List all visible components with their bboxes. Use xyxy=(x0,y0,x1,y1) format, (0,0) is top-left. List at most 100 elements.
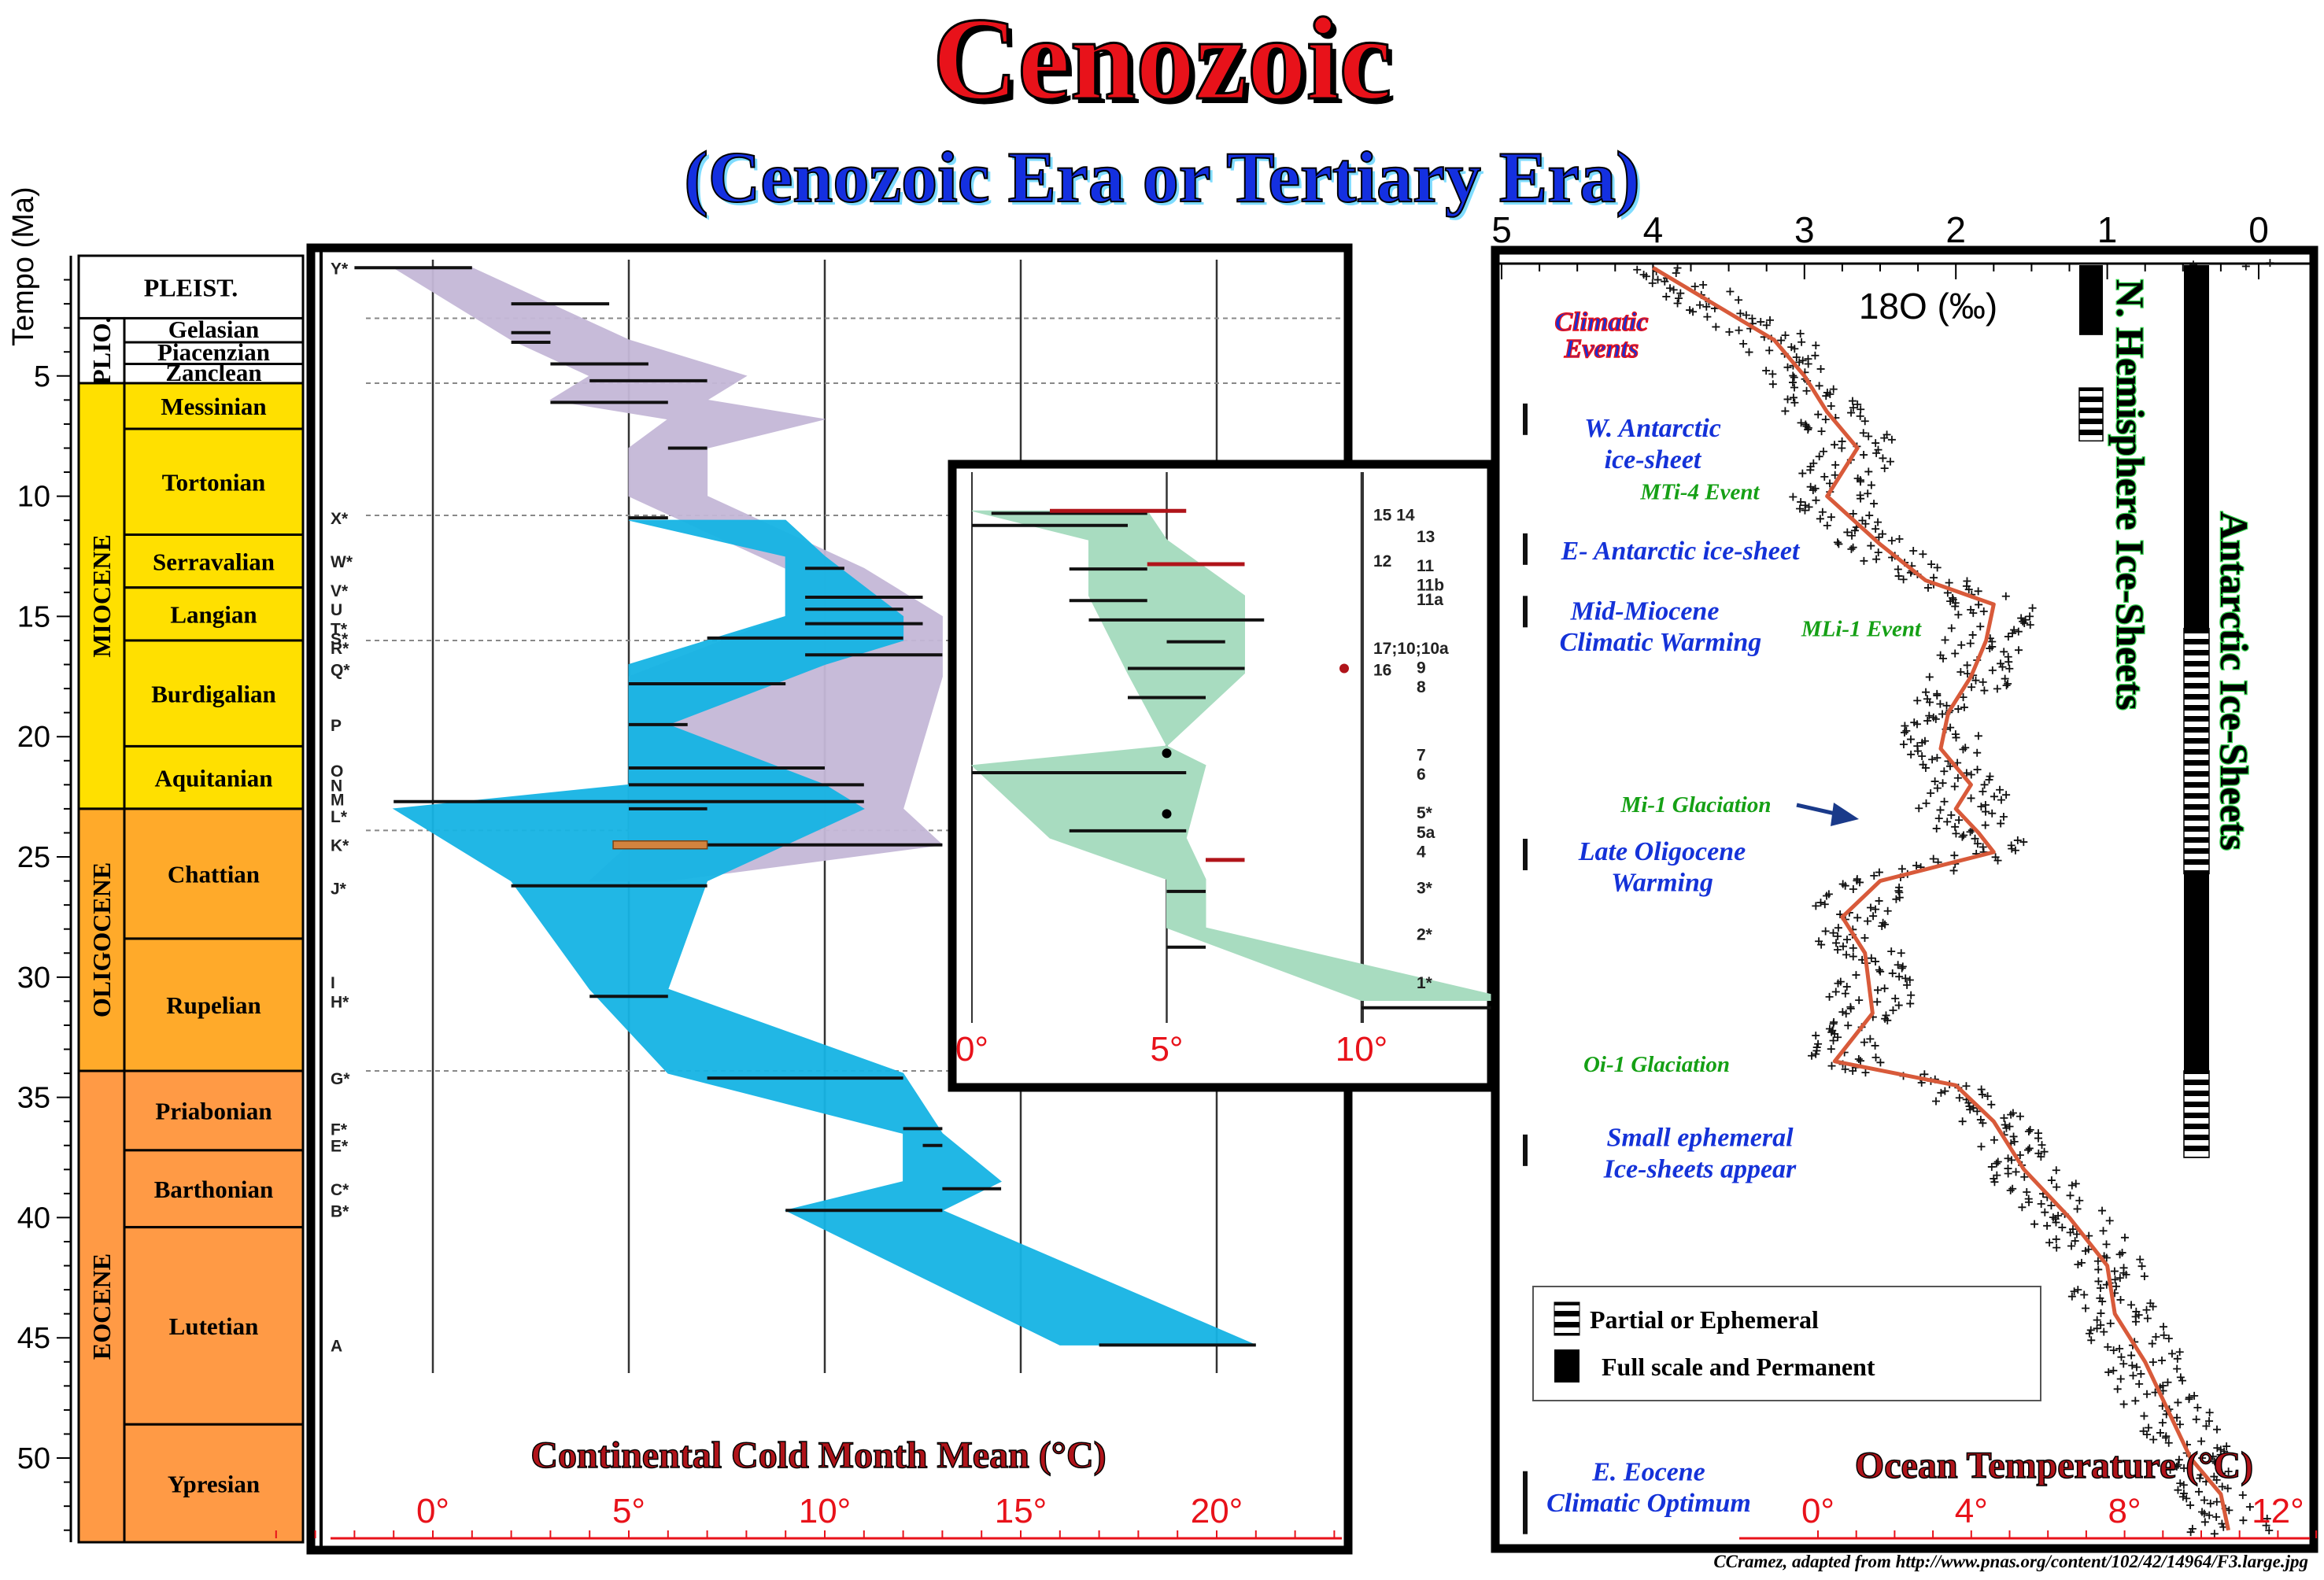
scatter-point xyxy=(1981,801,1990,810)
scatter-point xyxy=(2052,1235,2060,1243)
scatter-point xyxy=(1702,302,1711,311)
inset-site-label: 6 xyxy=(1417,766,1426,784)
scatter-point xyxy=(1964,1098,1973,1107)
epoch-cell-eocene xyxy=(77,1069,126,1544)
scatter-point xyxy=(1826,390,1834,399)
scatter-point xyxy=(1895,535,1904,544)
scatter-point xyxy=(2137,1370,2145,1379)
scatter-point xyxy=(2142,1305,2151,1314)
scatter-point xyxy=(1906,999,1915,1008)
site-label-N: N xyxy=(331,777,342,795)
scatter-point xyxy=(2131,1397,2140,1405)
event-label-late-oligocene: Late Oligocene xyxy=(1578,837,1746,866)
scatter-point xyxy=(2143,1314,2152,1323)
scatter-point xyxy=(1973,1107,1982,1116)
scatter-point xyxy=(1979,1119,1987,1128)
scatter-point xyxy=(1827,513,1835,522)
scatter-point xyxy=(1895,973,1904,981)
inset-data-point xyxy=(1162,809,1172,819)
scatter-point xyxy=(1873,998,1882,1006)
scatter-point xyxy=(1977,1143,1986,1151)
scatter-point xyxy=(2093,1257,2102,1265)
scatter-point xyxy=(2176,1420,2185,1429)
sub-title: (Cenozoic Era or Tertiary Era) xyxy=(683,137,1640,217)
stage-label-langian: Langian xyxy=(170,601,257,629)
scatter-point xyxy=(1789,371,1797,380)
time-axis-tick-label-15: 15 xyxy=(17,600,50,633)
scatter-point xyxy=(2156,1428,2164,1437)
scatter-point xyxy=(2119,1360,2128,1368)
scatter-point xyxy=(2116,1295,2125,1304)
scatter-point xyxy=(1951,822,1960,831)
scatter-point xyxy=(1860,556,1868,565)
scatter-point xyxy=(1929,855,1938,863)
scatter-point xyxy=(2173,1364,2182,1373)
legend: Partial or Ephemeral Full scale and Perm… xyxy=(1532,1286,2041,1401)
scatter-point xyxy=(1931,714,1940,723)
epoch-cell-oligocene xyxy=(77,807,126,1072)
inset-site-label: 11b xyxy=(1417,577,1444,595)
scatter-point xyxy=(2206,1499,2215,1508)
scatter-point xyxy=(1653,275,1662,284)
scatter-point xyxy=(2004,679,2012,688)
scatter-point xyxy=(2179,1481,2188,1490)
scatter-point xyxy=(2174,1460,2182,1469)
scatter-point xyxy=(1966,639,1975,648)
scatter-point xyxy=(2013,836,2022,844)
scatter-point xyxy=(1745,348,1753,356)
scatter-point xyxy=(1798,469,1807,478)
scatter-point xyxy=(1822,892,1831,900)
scatter-point xyxy=(1834,924,1842,932)
scatter-point xyxy=(1942,701,1951,710)
legend-partial-swatch xyxy=(1554,1301,1580,1336)
scatter-point xyxy=(1996,785,2004,794)
scatter-point xyxy=(2158,1356,2167,1364)
ocean-chart: 5 4 3 2 1 0 18O (‰) Climatic Events W. Antarctici… xyxy=(1491,209,2318,1540)
scatter-point xyxy=(2163,1378,2172,1386)
scatter-point xyxy=(2025,1198,2034,1206)
scatter-point xyxy=(2173,1413,2182,1422)
scatter-point xyxy=(1673,299,1682,308)
scatter-point xyxy=(2120,1233,2129,1242)
top-axis-tick-label-1: 1 xyxy=(2097,209,2118,250)
scatter-point xyxy=(2020,618,2029,627)
scatter-point xyxy=(2008,629,2017,637)
site-label-H-star: H* xyxy=(331,993,349,1011)
scatter-point xyxy=(1797,419,1805,427)
inset-site-label: 11a xyxy=(1417,591,1443,609)
scatter-point xyxy=(1817,427,1826,436)
scatter-point xyxy=(1856,1057,1864,1065)
scatter-point xyxy=(2000,1113,2008,1122)
scatter-point xyxy=(1853,400,1862,408)
inset-site-label: 1* xyxy=(1417,974,1433,992)
scatter-point xyxy=(1847,408,1856,417)
scatter-point xyxy=(1762,367,1771,375)
scatter-point xyxy=(1848,531,1857,540)
scatter-point xyxy=(1880,984,1889,993)
scatter-cloud xyxy=(1633,259,2274,1538)
scatter-point xyxy=(1672,269,1680,278)
scatter-point xyxy=(1897,949,1905,958)
scatter-point xyxy=(1974,732,1982,740)
stage-label-gelasian: Gelasian xyxy=(168,316,259,343)
scatter-point xyxy=(1666,284,1675,293)
scatter-point xyxy=(1990,1174,1998,1183)
stage-label-messinian: Messinian xyxy=(161,393,266,420)
scatter-point xyxy=(2160,1323,2167,1331)
scatter-point xyxy=(2087,1336,2096,1345)
stage-label-rupelian: Rupelian xyxy=(166,991,261,1019)
scatter-point xyxy=(1946,723,1955,732)
scatter-point xyxy=(1860,1038,1868,1047)
scatter-point xyxy=(1853,914,1862,922)
scatter-point xyxy=(2178,1376,2186,1385)
scatter-point xyxy=(1695,301,1704,309)
scatter-point xyxy=(1956,668,1965,677)
scatter-point xyxy=(2093,1324,2101,1333)
scatter-point xyxy=(2200,1496,2208,1504)
scatter-point xyxy=(2239,1516,2248,1525)
scatter-point xyxy=(1867,541,1875,550)
climatic-events-word-2: Events xyxy=(1564,334,1639,364)
scatter-point xyxy=(1990,792,1998,801)
scatter-point xyxy=(2164,1438,2173,1447)
